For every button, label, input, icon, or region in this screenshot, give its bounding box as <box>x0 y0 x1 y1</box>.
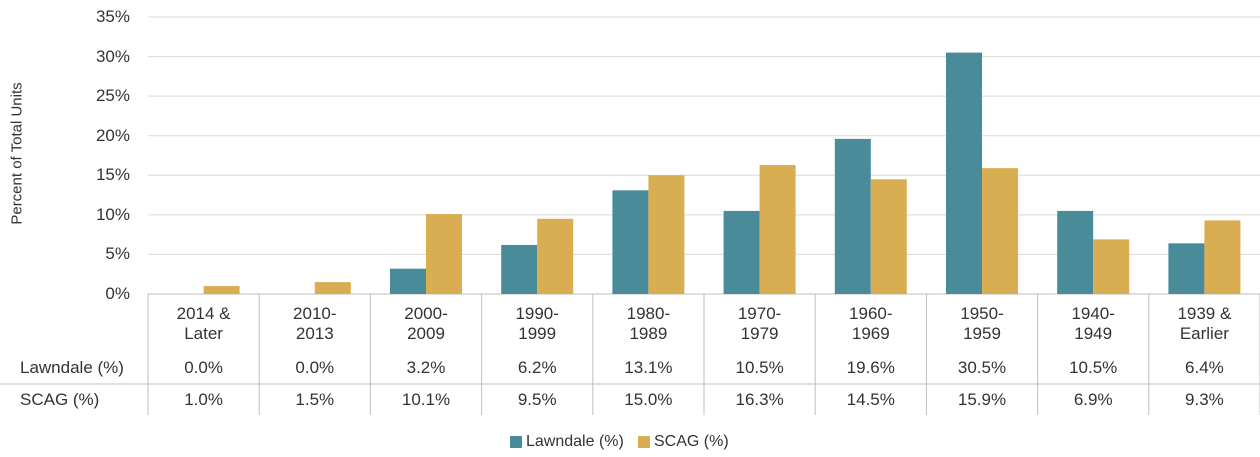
table-value: 10.1% <box>401 390 451 409</box>
x-tick-label: 2000-2009 <box>404 304 448 343</box>
x-tick-label: 2010-2013 <box>293 304 337 343</box>
bar <box>759 164 796 294</box>
x-tick-label: 1939 & Earlier <box>1177 304 1232 343</box>
table-value: 1.5% <box>295 390 335 409</box>
y-tick-label: 20% <box>95 125 130 145</box>
x-tick-label: 1990-1999 <box>515 304 559 343</box>
bar <box>314 282 351 294</box>
bar <box>834 138 871 294</box>
table-value: 9.3% <box>1185 390 1224 409</box>
bar <box>870 179 907 294</box>
y-tick-label: 35% <box>95 7 130 26</box>
table-value: 10.5% <box>1069 358 1118 377</box>
bar <box>1057 210 1094 294</box>
legend-swatch <box>638 436 650 448</box>
table-value: 13.1% <box>624 358 673 377</box>
legend-label: SCAG (%) <box>654 433 729 450</box>
bar <box>1168 243 1205 294</box>
bar <box>982 168 1018 294</box>
y-tick-label: 30% <box>95 46 130 66</box>
table-value: 3.2% <box>406 358 446 377</box>
table-value: 9.5% <box>517 390 557 409</box>
bar <box>537 218 574 294</box>
y-tick-label: 10% <box>95 204 130 224</box>
bar <box>390 268 426 294</box>
table-value: 0.0% <box>295 358 335 377</box>
table-value: 1.0% <box>184 390 223 409</box>
bar <box>723 210 760 294</box>
x-tick-label: 1980-1989 <box>626 304 671 343</box>
table-value: 15.9% <box>957 390 1007 409</box>
table-value: 30.5% <box>957 358 1007 377</box>
table-row-label: Lawndale (%) <box>20 358 124 377</box>
table-value: 14.5% <box>846 390 895 409</box>
x-tick-label: 1940-1949 <box>1071 304 1115 343</box>
x-tick-label: 1960-1969 <box>849 304 893 343</box>
table-value: 19.6% <box>846 358 895 377</box>
x-tick-label: 1950-1959 <box>960 304 1004 343</box>
bar <box>426 214 462 294</box>
table-row-label: SCAG (%) <box>20 390 100 409</box>
bar <box>203 286 240 294</box>
legend-label: Lawndale (%) <box>526 433 624 450</box>
x-tick-label: 1970-1979 <box>737 304 782 343</box>
table-value: 10.5% <box>735 358 784 377</box>
y-tick-label: 0% <box>105 284 130 303</box>
y-axis-label: Percent of Total Units <box>8 82 26 225</box>
y-tick-label: 5% <box>105 244 130 264</box>
y-tick-label: 15% <box>95 165 130 185</box>
table-value: 6.9% <box>1073 390 1113 409</box>
bar <box>501 244 538 294</box>
table-value: 6.4% <box>1185 358 1224 377</box>
table-value: 16.3% <box>735 390 784 409</box>
table-value: 15.0% <box>624 390 673 409</box>
bar <box>946 52 982 294</box>
bar <box>648 175 685 294</box>
bar <box>612 190 649 294</box>
table-value: 0.0% <box>184 358 223 377</box>
y-tick-label: 25% <box>95 86 130 106</box>
x-tick-label: 2014 & Later <box>176 304 231 343</box>
bar <box>1093 239 1130 294</box>
table-value: 6.2% <box>517 358 557 377</box>
bar <box>1204 220 1241 294</box>
legend-swatch <box>510 436 522 448</box>
